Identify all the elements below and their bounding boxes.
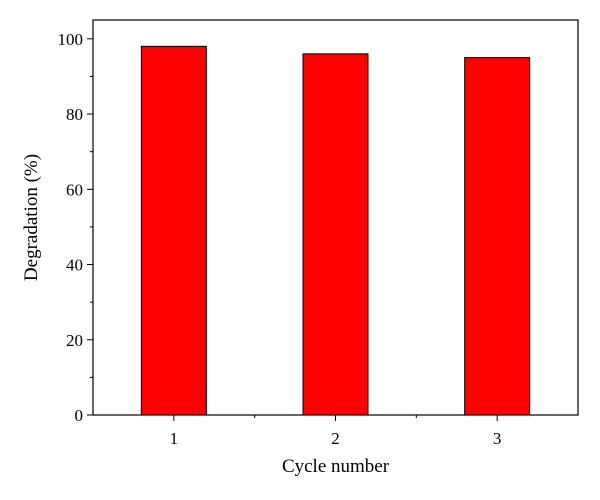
x-axis-title: Cycle number [282,456,390,477]
bars-layer [140,45,531,416]
y-tick-label: 0 [75,406,84,425]
y-tick-label: 60 [66,180,83,199]
y-tick-label: 100 [58,30,84,49]
x-tick-label: 1 [170,429,179,448]
bar-cycle-3 [464,57,531,416]
bar-cycle-2 [302,53,369,416]
y-tick-label: 20 [66,331,83,350]
bar-cycle-1 [140,45,207,416]
y-tick-label: 80 [66,105,83,124]
axes-layer: 1 2 3 0 20 40 60 80 100 [58,19,579,448]
x-tick-label: 3 [493,429,502,448]
x-tick-label: 2 [331,429,340,448]
y-axis-title: Degradation (%) [21,154,42,281]
y-tick-label: 40 [66,256,83,275]
